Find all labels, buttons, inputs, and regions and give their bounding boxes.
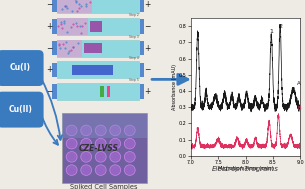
Circle shape xyxy=(81,138,92,149)
Bar xyxy=(57,0,92,13)
Circle shape xyxy=(66,152,77,162)
Circle shape xyxy=(95,138,106,149)
Text: Cu(II): Cu(II) xyxy=(9,105,32,114)
Circle shape xyxy=(95,165,106,175)
Circle shape xyxy=(110,138,121,149)
Bar xyxy=(140,63,144,77)
Circle shape xyxy=(81,165,92,175)
Text: Spiked Cell Samples: Spiked Cell Samples xyxy=(70,184,137,189)
Text: −: − xyxy=(46,44,52,53)
Text: Electropherograms: Electropherograms xyxy=(212,166,279,172)
Y-axis label: Absorbance (mAU): Absorbance (mAU) xyxy=(172,64,177,110)
Circle shape xyxy=(81,152,92,162)
Bar xyxy=(57,40,82,57)
Bar xyxy=(140,19,144,34)
Circle shape xyxy=(110,152,121,162)
Bar xyxy=(140,41,144,55)
Bar xyxy=(140,0,144,12)
Circle shape xyxy=(95,152,106,162)
Text: 2: 2 xyxy=(278,24,282,29)
Text: +: + xyxy=(144,0,150,9)
Bar xyxy=(84,43,102,53)
FancyBboxPatch shape xyxy=(57,18,139,35)
Circle shape xyxy=(81,125,92,136)
Circle shape xyxy=(66,165,77,175)
FancyBboxPatch shape xyxy=(57,40,139,57)
Circle shape xyxy=(95,125,106,136)
Bar xyxy=(52,0,57,12)
Bar xyxy=(90,21,102,32)
Text: −: − xyxy=(144,22,150,31)
Text: CZE-LVSS: CZE-LVSS xyxy=(79,144,119,153)
Bar xyxy=(100,86,104,97)
Bar xyxy=(62,113,147,138)
Bar xyxy=(62,113,147,183)
Circle shape xyxy=(124,138,135,149)
Text: 1: 1 xyxy=(269,29,273,34)
Text: A: A xyxy=(297,81,301,85)
Circle shape xyxy=(66,138,77,149)
Text: Step 5: Step 5 xyxy=(129,78,138,82)
Bar xyxy=(52,84,57,99)
FancyBboxPatch shape xyxy=(0,92,44,128)
Bar xyxy=(106,86,110,97)
Text: +: + xyxy=(144,87,150,96)
Bar xyxy=(52,63,57,77)
X-axis label: Migration Time (min): Migration Time (min) xyxy=(218,167,273,171)
Text: +: + xyxy=(144,44,150,53)
FancyBboxPatch shape xyxy=(57,61,139,78)
Circle shape xyxy=(124,165,135,175)
Circle shape xyxy=(110,125,121,136)
Text: Step 3: Step 3 xyxy=(129,35,138,39)
Circle shape xyxy=(124,125,135,136)
Text: −: − xyxy=(46,0,52,9)
FancyBboxPatch shape xyxy=(0,50,44,86)
Bar xyxy=(52,41,57,55)
Text: B: B xyxy=(297,106,301,112)
Bar xyxy=(140,84,144,99)
Text: −: − xyxy=(144,65,150,74)
Text: −: − xyxy=(46,87,52,96)
Text: Step 2: Step 2 xyxy=(129,13,138,17)
Text: +: + xyxy=(46,65,52,74)
Circle shape xyxy=(66,125,77,136)
FancyBboxPatch shape xyxy=(57,83,139,100)
Text: +: + xyxy=(46,22,52,31)
Text: Step 4: Step 4 xyxy=(129,57,138,60)
FancyBboxPatch shape xyxy=(57,0,139,13)
Bar xyxy=(57,18,88,35)
Circle shape xyxy=(124,152,135,162)
Text: Cu(I): Cu(I) xyxy=(10,63,31,72)
Bar xyxy=(72,65,113,75)
Circle shape xyxy=(110,165,121,175)
Bar xyxy=(52,19,57,34)
